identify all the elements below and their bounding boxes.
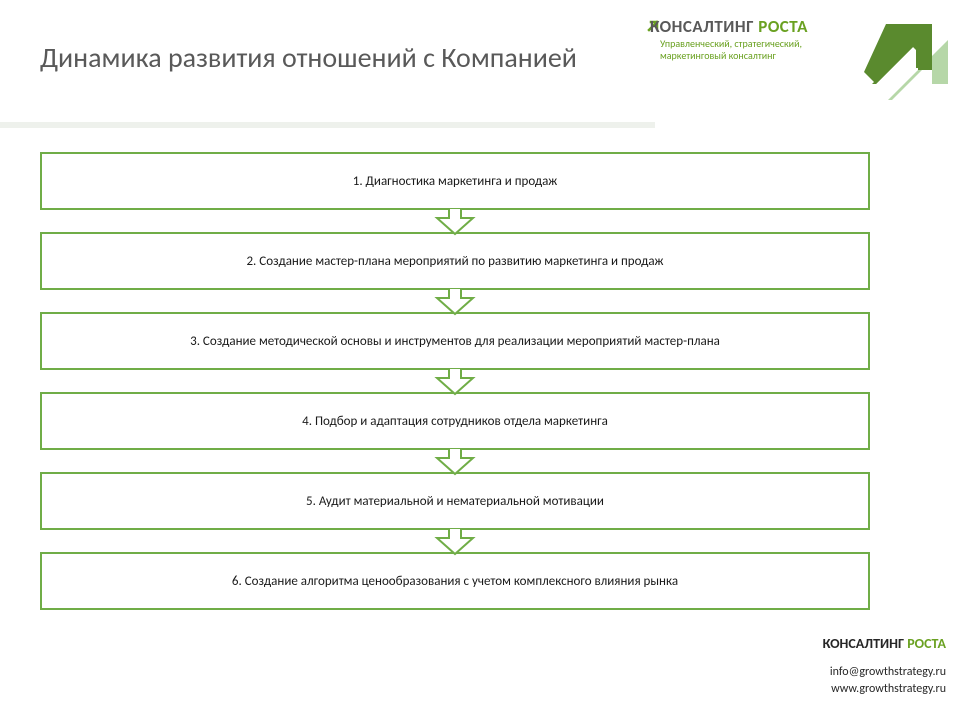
flow-arrow-4 (40, 448, 870, 474)
footer-brand-word2: РОСТА (907, 635, 946, 652)
flow-arrow-5 (40, 528, 870, 554)
footer-contact: info@growthstrategy.ru www.growthstrateg… (830, 664, 946, 698)
flow-step-1: 1. Диагностика маркетинга и продаж (40, 152, 870, 210)
flow-step-3: 3. Создание методической основы и инстру… (40, 312, 870, 370)
footer-email: info@growthstrategy.ru (830, 664, 946, 681)
flow-step-5: 5. Аудит материальной и нематериальной м… (40, 472, 870, 530)
page-title: Динамика развития отношений с Компанией (40, 40, 577, 76)
logo-title: КОНСАЛТИНГ РОСТА (650, 16, 808, 37)
logo: КОНСАЛТИНГ РОСТА Управленческий, стратег… (650, 10, 960, 110)
footer-brand-word1: КОНСАЛТИНГ (823, 635, 904, 652)
flow-arrow-3 (40, 368, 870, 394)
logo-sub-line2: маркетинговый консалтинг (660, 50, 802, 62)
flow-step-4: 4. Подбор и адаптация сотрудников отдела… (40, 392, 870, 450)
flow-step-2: 2. Создание мастер-плана мероприятий по … (40, 232, 870, 290)
footer-brand: КОНСАЛТИНГ РОСТА (823, 635, 946, 652)
logo-word1: КОНСАЛТИНГ (650, 16, 754, 37)
header-underline (0, 122, 655, 128)
flowchart: 1. Диагностика маркетинга и продаж 2. Соз… (40, 152, 870, 610)
logo-word2: РОСТА (758, 16, 808, 37)
logo-subtitle: Управленческий, стратегический, маркетин… (660, 38, 802, 62)
flow-arrow-2 (40, 288, 870, 314)
flow-step-6: 6. Создание алгоритма ценообразования с … (40, 552, 870, 610)
flow-arrow-1 (40, 208, 870, 234)
header: Динамика развития отношений с Компанией … (0, 0, 960, 130)
logo-big-arrow-icon (860, 12, 960, 112)
footer-url: www.growthstrategy.ru (830, 681, 946, 698)
